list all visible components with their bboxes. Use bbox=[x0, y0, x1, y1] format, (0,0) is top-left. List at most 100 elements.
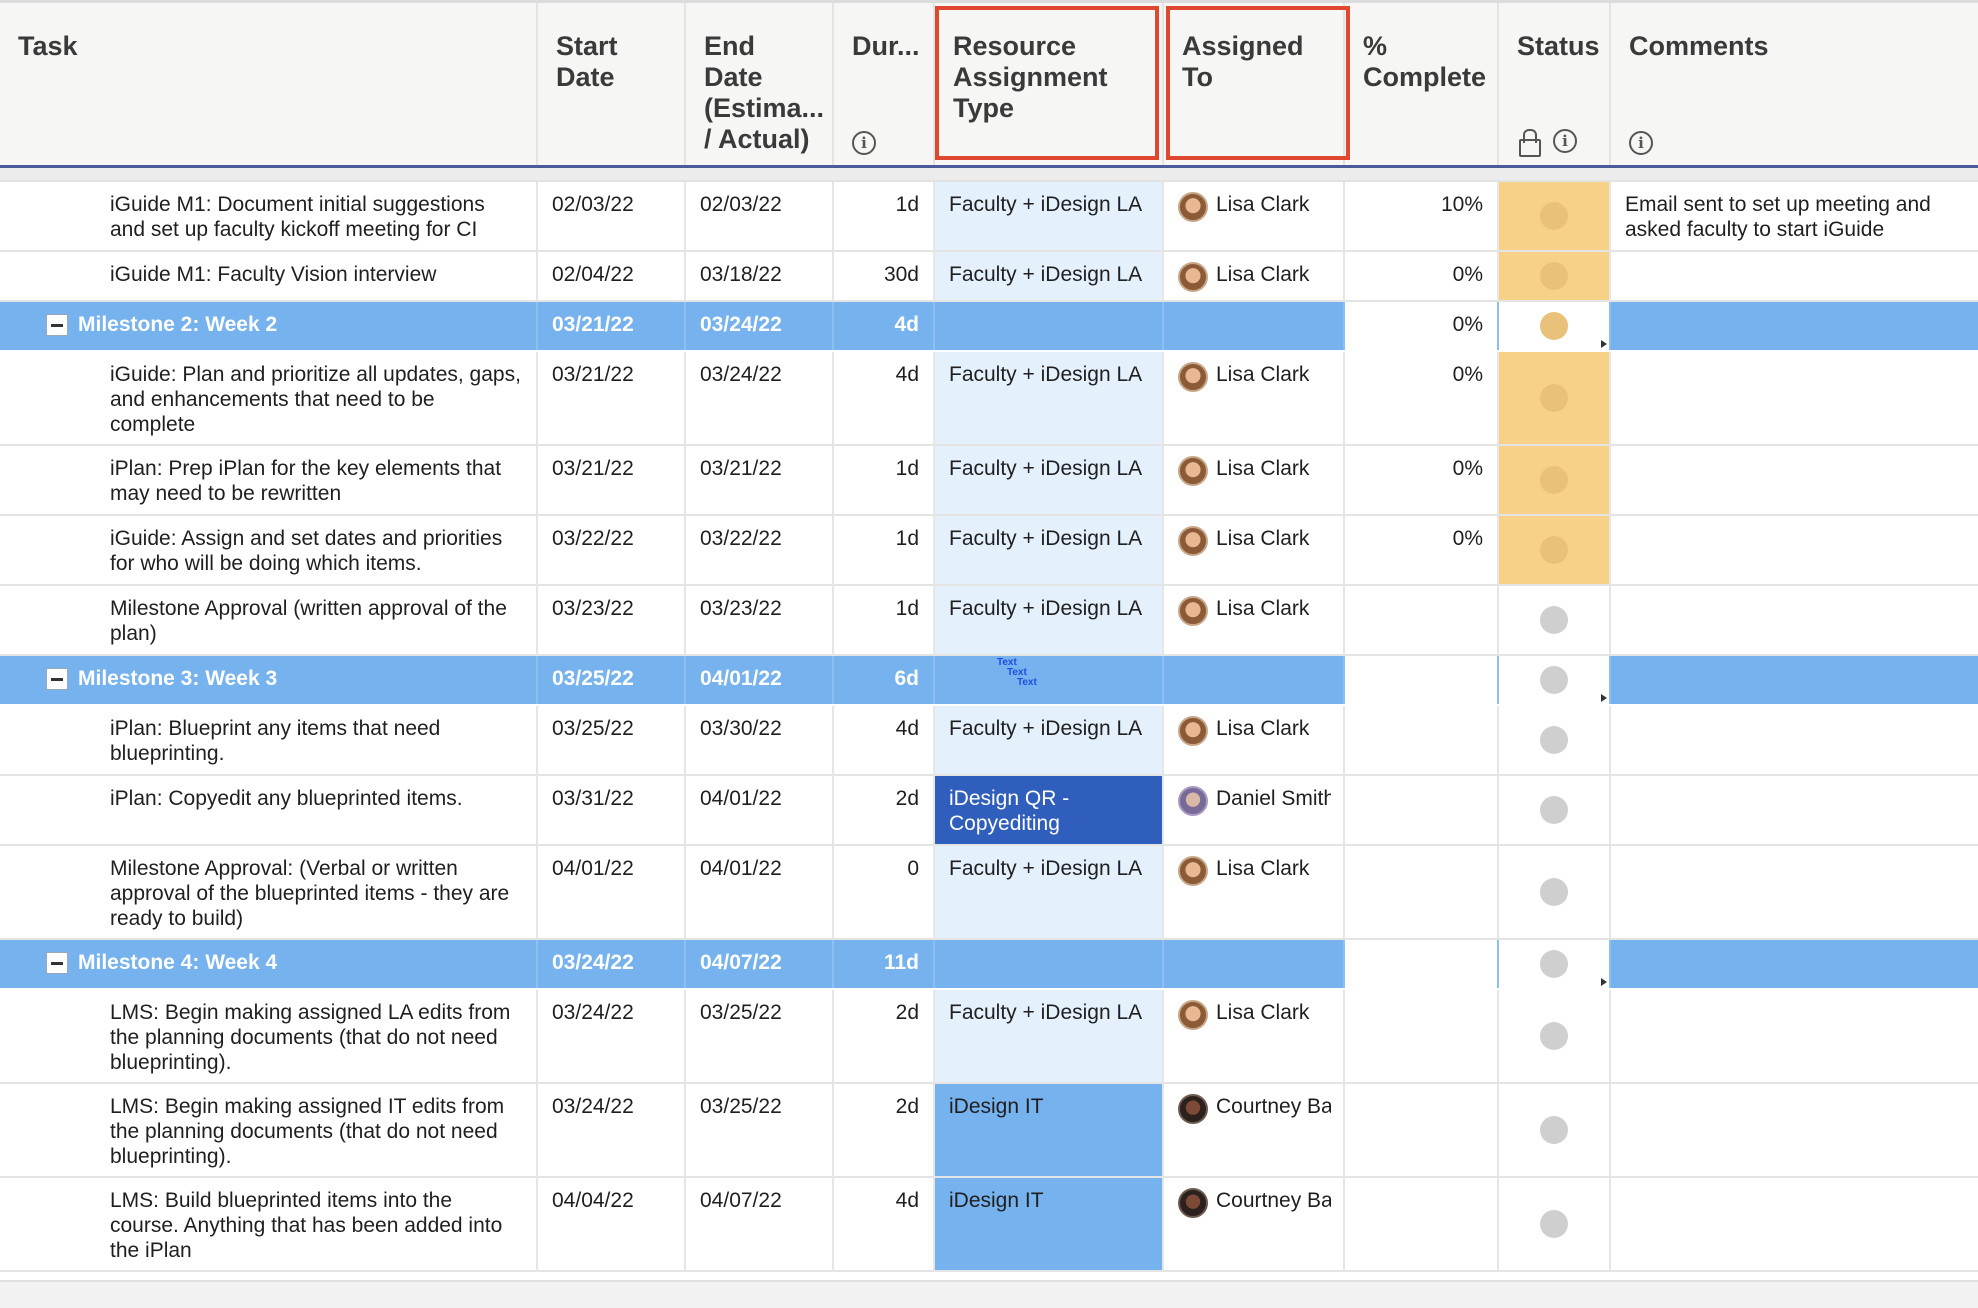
milestone-row[interactable]: Milestone 2: Week 2 03/21/22 03/24/22 4d 0% bbox=[0, 302, 1978, 352]
task-cell[interactable]: Milestone Approval (written approval of … bbox=[0, 586, 538, 654]
duration-cell[interactable]: 4d bbox=[834, 352, 935, 444]
task-cell[interactable]: LMS: Begin making assigned IT edits from… bbox=[0, 1084, 538, 1176]
task-cell[interactable]: iGuide M1: Faculty Vision interview bbox=[0, 252, 538, 300]
status-cell[interactable] bbox=[1499, 302, 1611, 350]
status-cell[interactable] bbox=[1499, 252, 1611, 300]
assigned-to-cell[interactable]: Daniel Smith bbox=[1164, 776, 1345, 844]
duration-cell[interactable]: 1d bbox=[834, 516, 935, 584]
info-icon[interactable]: i bbox=[1629, 131, 1653, 155]
comments-cell[interactable] bbox=[1611, 990, 1978, 1082]
assigned-to-cell[interactable] bbox=[1164, 302, 1345, 350]
table-row[interactable]: LMS: Begin making assigned IT edits from… bbox=[0, 1084, 1978, 1178]
percent-complete-cell[interactable] bbox=[1345, 940, 1499, 988]
assigned-to-cell[interactable]: Lisa Clark bbox=[1164, 352, 1345, 444]
percent-complete-cell[interactable]: 0% bbox=[1345, 516, 1499, 584]
start-date-cell[interactable]: 04/04/22 bbox=[538, 1178, 686, 1270]
end-date-cell[interactable]: 03/25/22 bbox=[686, 990, 834, 1082]
start-date-cell[interactable]: 04/01/22 bbox=[538, 846, 686, 938]
status-cell[interactable] bbox=[1499, 1084, 1611, 1176]
task-cell[interactable]: LMS: Begin making assigned LA edits from… bbox=[0, 990, 538, 1082]
start-date-cell[interactable]: 03/24/22 bbox=[538, 990, 686, 1082]
end-date-cell[interactable]: 03/22/22 bbox=[686, 516, 834, 584]
task-cell[interactable]: iPlan: Copyedit any blueprinted items. bbox=[0, 776, 538, 844]
status-dot-icon[interactable] bbox=[1540, 666, 1568, 694]
status-dot-icon[interactable] bbox=[1540, 536, 1568, 564]
end-date-cell[interactable]: 04/07/22 bbox=[686, 1178, 834, 1270]
table-row[interactable]: iGuide M1: Faculty Vision interview 02/04… bbox=[0, 252, 1978, 302]
resource-type-cell[interactable]: Faculty + iDesign LA bbox=[935, 182, 1164, 250]
table-row[interactable]: iPlan: Copyedit any blueprinted items. 03… bbox=[0, 776, 1978, 846]
status-dot-icon[interactable] bbox=[1540, 202, 1568, 230]
info-icon[interactable]: i bbox=[852, 131, 876, 155]
resource-type-cell[interactable]: Faculty + iDesign LA bbox=[935, 352, 1164, 444]
table-row[interactable]: LMS: Begin making assigned LA edits from… bbox=[0, 990, 1978, 1084]
comments-cell[interactable]: Email sent to set up meeting and asked f… bbox=[1625, 193, 1931, 241]
percent-complete-cell[interactable] bbox=[1345, 1084, 1499, 1176]
end-date-cell[interactable]: 02/03/22 bbox=[686, 182, 834, 250]
assigned-to-cell[interactable] bbox=[1164, 656, 1345, 704]
task-cell[interactable]: iPlan: Prep iPlan for the key elements t… bbox=[0, 446, 538, 514]
end-date-cell[interactable]: 03/24/22 bbox=[686, 302, 834, 350]
assigned-to-cell[interactable]: Lisa Clark bbox=[1164, 586, 1345, 654]
comments-cell[interactable] bbox=[1611, 1178, 1978, 1270]
comments-cell[interactable] bbox=[1611, 352, 1978, 444]
table-row[interactable]: iGuide: Assign and set dates and priorit… bbox=[0, 516, 1978, 586]
duration-cell[interactable]: 6d bbox=[834, 656, 935, 704]
task-cell[interactable]: iGuide M1: Document initial suggestions … bbox=[0, 182, 538, 250]
percent-complete-cell[interactable] bbox=[1345, 1178, 1499, 1270]
lock-icon[interactable] bbox=[1519, 129, 1541, 157]
comments-cell[interactable] bbox=[1611, 656, 1978, 704]
end-date-cell[interactable]: 03/25/22 bbox=[686, 1084, 834, 1176]
status-dot-icon[interactable] bbox=[1540, 1210, 1568, 1238]
percent-complete-cell[interactable] bbox=[1345, 586, 1499, 654]
start-date-cell[interactable]: 02/03/22 bbox=[538, 182, 686, 250]
collapse-icon[interactable] bbox=[46, 952, 68, 974]
duration-cell[interactable]: 1d bbox=[834, 182, 935, 250]
status-dot-icon[interactable] bbox=[1540, 466, 1568, 494]
column-header-duration[interactable]: Dur... i bbox=[834, 3, 935, 165]
milestone-row[interactable]: Milestone 4: Week 4 03/24/22 04/07/22 11d bbox=[0, 940, 1978, 990]
duration-cell[interactable]: 2d bbox=[834, 990, 935, 1082]
table-row[interactable]: iGuide M1: Document initial suggestions … bbox=[0, 182, 1978, 252]
table-row[interactable]: iPlan: Blueprint any items that need blu… bbox=[0, 706, 1978, 776]
collapse-icon[interactable] bbox=[46, 668, 68, 690]
resource-type-cell[interactable]: Faculty + iDesign LA bbox=[935, 846, 1164, 938]
comments-cell[interactable] bbox=[1611, 516, 1978, 584]
percent-complete-cell[interactable]: 0% bbox=[1345, 302, 1499, 350]
comments-cell[interactable] bbox=[1611, 1084, 1978, 1176]
assigned-to-cell[interactable]: Lisa Clark bbox=[1164, 182, 1345, 250]
comments-cell[interactable] bbox=[1611, 446, 1978, 514]
comments-cell[interactable] bbox=[1611, 940, 1978, 988]
status-cell[interactable] bbox=[1499, 1178, 1611, 1270]
end-date-cell[interactable]: 04/01/22 bbox=[686, 846, 834, 938]
resource-type-cell[interactable]: Faculty + iDesign LA bbox=[935, 706, 1164, 774]
comments-cell[interactable] bbox=[1611, 302, 1978, 350]
start-date-cell[interactable]: 02/04/22 bbox=[538, 252, 686, 300]
status-dot-icon[interactable] bbox=[1540, 726, 1568, 754]
table-row[interactable]: iPlan: Prep iPlan for the key elements t… bbox=[0, 446, 1978, 516]
start-date-cell[interactable]: 03/23/22 bbox=[538, 586, 686, 654]
collapse-icon[interactable] bbox=[46, 314, 68, 336]
status-cell[interactable] bbox=[1499, 940, 1611, 988]
status-dot-icon[interactable] bbox=[1540, 384, 1568, 412]
resource-type-cell[interactable]: iDesign QR - Copyediting bbox=[935, 776, 1164, 844]
resource-type-cell[interactable]: Faculty + iDesign LA bbox=[935, 586, 1164, 654]
task-cell[interactable]: Milestone 4: Week 4 bbox=[0, 940, 538, 988]
task-cell[interactable]: iGuide: Plan and prioritize all updates,… bbox=[0, 352, 538, 444]
assigned-to-cell[interactable]: Courtney Ba bbox=[1164, 1178, 1345, 1270]
assigned-to-cell[interactable]: Lisa Clark bbox=[1164, 846, 1345, 938]
column-header-assigned[interactable]: Assigned To bbox=[1164, 3, 1345, 165]
status-dot-icon[interactable] bbox=[1540, 1022, 1568, 1050]
resource-type-cell[interactable]: Text Text Text bbox=[935, 656, 1164, 704]
comments-cell[interactable] bbox=[1611, 706, 1978, 774]
percent-complete-cell[interactable] bbox=[1345, 656, 1499, 704]
assigned-to-cell[interactable]: Lisa Clark bbox=[1164, 446, 1345, 514]
percent-complete-cell[interactable] bbox=[1345, 706, 1499, 774]
start-date-cell[interactable]: 03/21/22 bbox=[538, 302, 686, 350]
status-dot-icon[interactable] bbox=[1540, 262, 1568, 290]
status-cell[interactable] bbox=[1499, 182, 1611, 250]
start-date-cell[interactable]: 03/24/22 bbox=[538, 1084, 686, 1176]
status-cell[interactable] bbox=[1499, 990, 1611, 1082]
column-header-comments[interactable]: Comments i bbox=[1611, 3, 1978, 165]
status-cell[interactable] bbox=[1499, 846, 1611, 938]
